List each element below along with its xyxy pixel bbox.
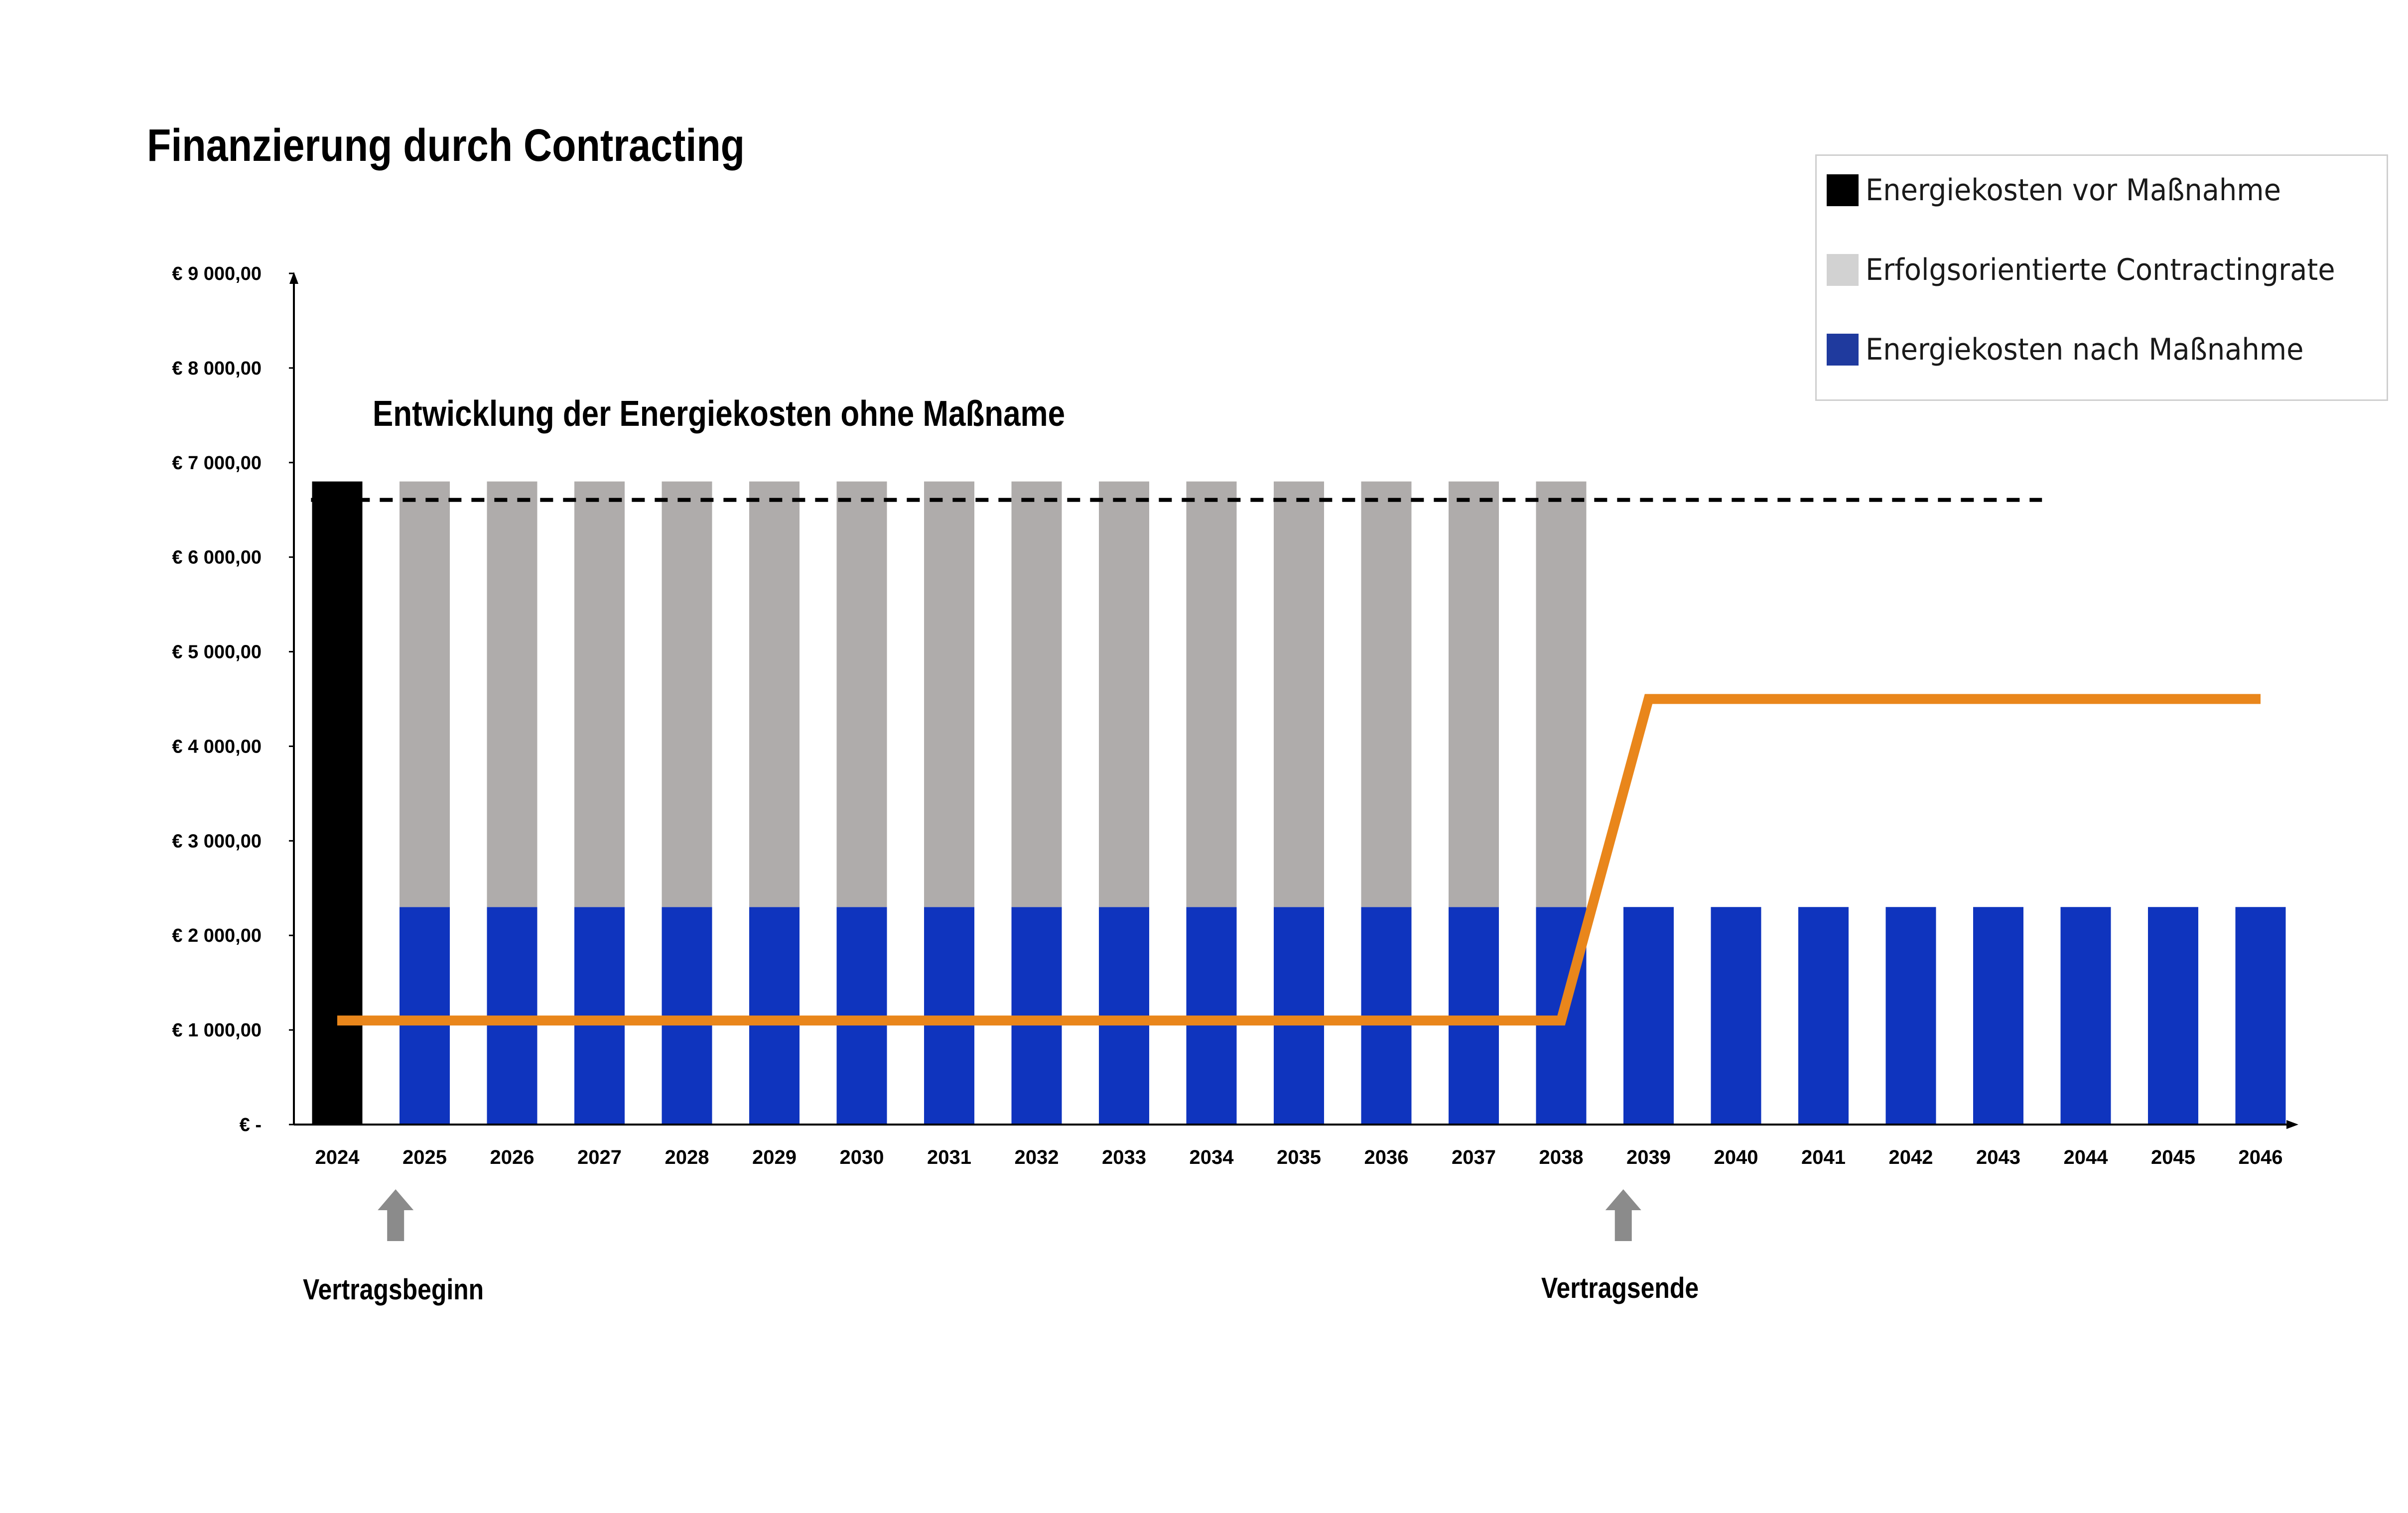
legend: Energiekosten vor Maßnahme Erfolgsorient… (1815, 154, 2388, 401)
x-tick-labels: 2024 2025 2026 2027 2028 2029 2030 2031 2032 2033… (315, 1146, 2283, 1168)
line-series-einsparung (337, 694, 2261, 1026)
x-tick-label: 2031 (927, 1146, 971, 1168)
bar-contracting_rate-2031 (924, 481, 974, 907)
chart-title: Finanzierung durch Contracting (147, 120, 745, 171)
y-tick-label: € 5 000,00 (172, 642, 262, 663)
x-tick-label: 2041 (1801, 1146, 1846, 1168)
x-tick-label: 2025 (402, 1146, 447, 1168)
x-tick-label: 2042 (1889, 1146, 1933, 1168)
axes-group (289, 272, 2298, 1129)
x-tick-label: 2024 (315, 1146, 360, 1168)
x-tick-label: 2027 (577, 1146, 622, 1168)
bar-after-2044 (2060, 907, 2111, 1125)
y-tick-label: € 3 000,00 (172, 831, 262, 852)
y-tick-label: € 2 000,00 (172, 925, 262, 946)
x-tick-label: 2034 (1190, 1146, 1234, 1168)
bar-contracting_rate-2035 (1274, 481, 1324, 907)
x-tick-label: 2038 (1539, 1146, 1584, 1168)
x-tick-label: 2035 (1277, 1146, 1321, 1168)
annotation-arrow-vertragsbeginn (378, 1189, 414, 1241)
bars-group (312, 481, 2286, 1125)
y-tick-labels: € - € 1 000,00 € 2 000,00 € 3 000,00 € 4 000… (172, 263, 294, 1135)
x-tick-label: 2044 (2064, 1146, 2109, 1168)
x-tick-label: 2037 (1452, 1146, 1496, 1168)
x-tick-label: 2030 (840, 1146, 884, 1168)
bar-before-2024 (312, 481, 363, 1125)
reference-line-label: Entwicklung der Energiekosten ohne Maßna… (373, 394, 1066, 434)
legend-label-contracting: Erfolgsorientierte Contractingrate (1866, 252, 2335, 287)
legend-swatch-before (1827, 174, 1859, 206)
bar-after-2041 (1798, 907, 1849, 1125)
x-tick-label: 2046 (2239, 1146, 2283, 1168)
bar-contracting_rate-2028 (662, 481, 712, 907)
x-axis-arrowhead (2286, 1120, 2298, 1129)
annotation-label-vertragsende: Vertragsende (1541, 1272, 1699, 1304)
x-tick-label: 2033 (1102, 1146, 1146, 1168)
bar-contracting_rate-2033 (1099, 481, 1149, 907)
bar-after-2042 (1885, 907, 1936, 1125)
annotation-arrows (378, 1189, 1641, 1241)
x-tick-label: 2032 (1015, 1146, 1059, 1168)
y-tick-label: € - (240, 1115, 262, 1135)
legend-entry-contracting: Erfolgsorientierte Contractingrate (1827, 250, 2370, 290)
bar-contracting_rate-2032 (1011, 481, 1062, 907)
bar-contracting_rate-2030 (836, 481, 887, 907)
bar-after-2039 (1623, 907, 1674, 1125)
y-tick-label: € 7 000,00 (172, 453, 262, 474)
legend-label-after: Energiekosten nach Maßnahme (1866, 332, 2304, 367)
annotation-arrow-vertragsende (1605, 1189, 1641, 1241)
bar-contracting_rate-2029 (749, 481, 800, 907)
x-tick-label: 2026 (490, 1146, 535, 1168)
x-tick-label: 2040 (1714, 1146, 1758, 1168)
x-tick-label: 2036 (1364, 1146, 1409, 1168)
bar-contracting_rate-2037 (1449, 481, 1499, 907)
bar-after-2046 (2235, 907, 2286, 1125)
x-tick-label: 2043 (1976, 1146, 2020, 1168)
legend-entry-before: Energiekosten vor Maßnahme (1827, 170, 2312, 210)
bar-after-2040 (1711, 907, 1761, 1125)
bar-contracting_rate-2027 (574, 481, 625, 907)
x-tick-label: 2029 (752, 1146, 797, 1168)
bar-after-2043 (1973, 907, 2023, 1125)
x-tick-label: 2045 (2151, 1146, 2195, 1168)
y-tick-label: € 6 000,00 (172, 547, 262, 568)
legend-label-before: Energiekosten vor Maßnahme (1866, 173, 2281, 208)
y-tick-label: € 9 000,00 (172, 263, 262, 284)
y-tick-label: € 1 000,00 (172, 1020, 262, 1041)
annotation-label-vertragsbeginn: Vertragsbeginn (303, 1273, 484, 1306)
line-series-group (337, 694, 2261, 1026)
bar-contracting_rate-2034 (1186, 481, 1237, 907)
y-tick-label: € 4 000,00 (172, 736, 262, 757)
legend-entry-after: Energiekosten nach Maßnahme (1827, 330, 2337, 370)
bar-after-2045 (2148, 907, 2198, 1125)
legend-swatch-contracting (1827, 254, 1859, 286)
y-tick-label: € 8 000,00 (172, 358, 262, 379)
x-tick-label: 2028 (665, 1146, 709, 1168)
bar-contracting_rate-2036 (1361, 481, 1412, 907)
x-tick-label: 2039 (1626, 1146, 1671, 1168)
bar-contracting_rate-2025 (400, 481, 450, 907)
y-axis-arrowhead (289, 272, 298, 284)
legend-swatch-after (1827, 334, 1859, 366)
bar-contracting_rate-2026 (487, 481, 537, 907)
bar-contracting_rate-2038 (1536, 481, 1587, 907)
